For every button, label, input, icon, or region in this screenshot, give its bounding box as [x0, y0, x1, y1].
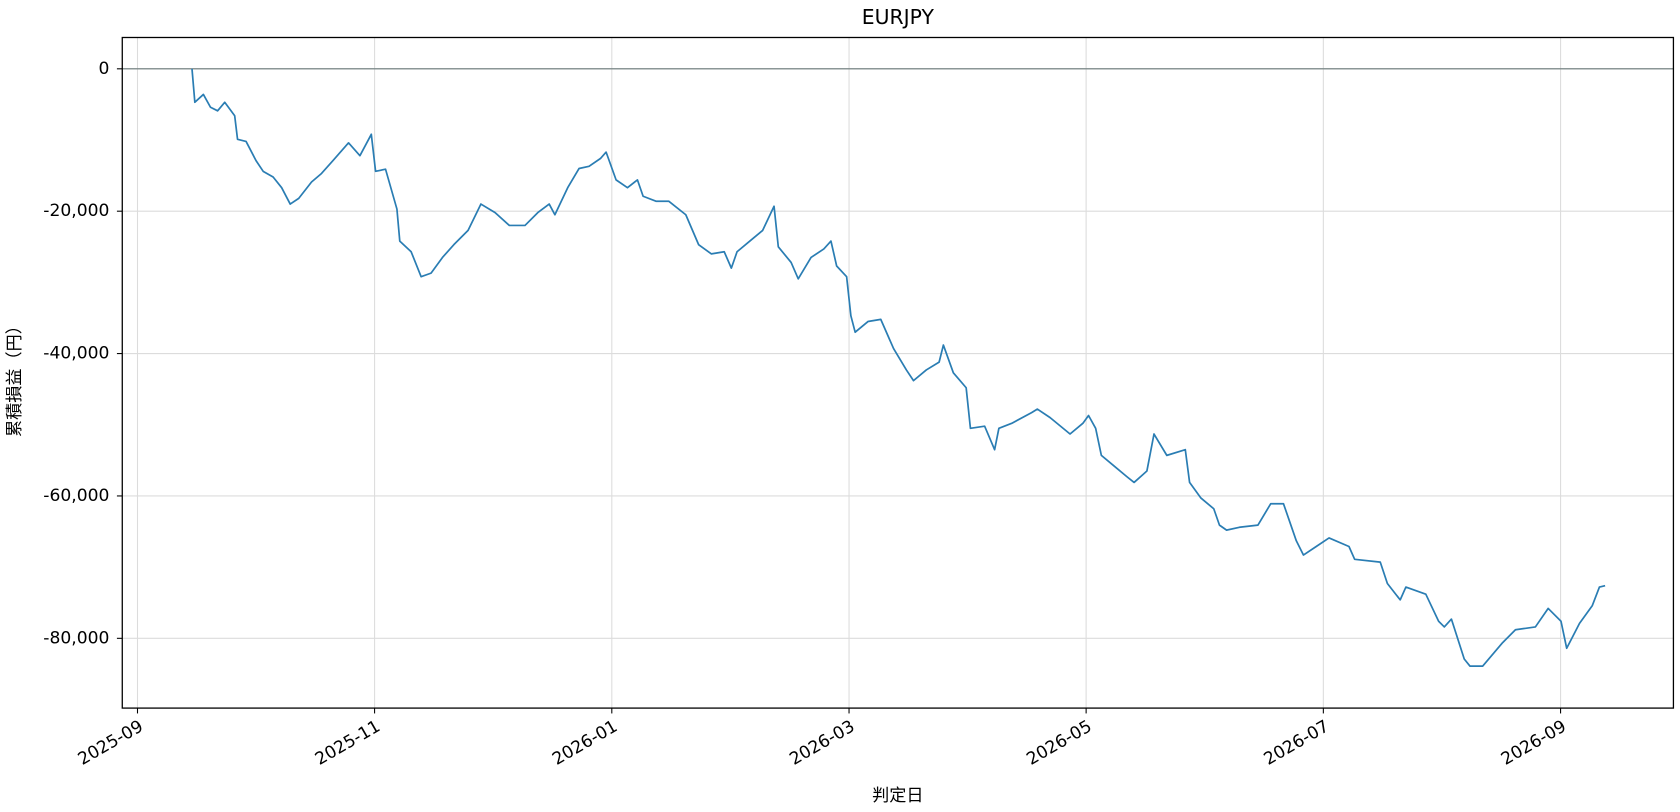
x-axis-label: 判定日: [872, 786, 923, 806]
x-tick-label: 2026-07: [1261, 717, 1333, 770]
y-tick-label: 0: [99, 59, 110, 79]
x-tick-label: 2025-11: [312, 717, 384, 770]
x-tick-label: 2025-09: [75, 717, 147, 770]
y-tick-label: -80,000: [43, 628, 109, 648]
plot-frame: [121, 36, 1675, 709]
y-tick-label: -60,000: [43, 486, 109, 506]
y-tick-label: -40,000: [43, 344, 109, 364]
data-line: [191, 68, 1606, 667]
x-tick-label: 2026-03: [786, 717, 858, 770]
x-tick-label: 2026-05: [1023, 717, 1095, 770]
x-tick-label: 2026-01: [549, 717, 621, 770]
y-axis-label: 累積損益（円）: [5, 317, 25, 437]
y-tick-label: -20,000: [43, 201, 109, 221]
x-tick-label: 2026-09: [1498, 717, 1570, 770]
chart-title: EURJPY: [862, 5, 935, 29]
